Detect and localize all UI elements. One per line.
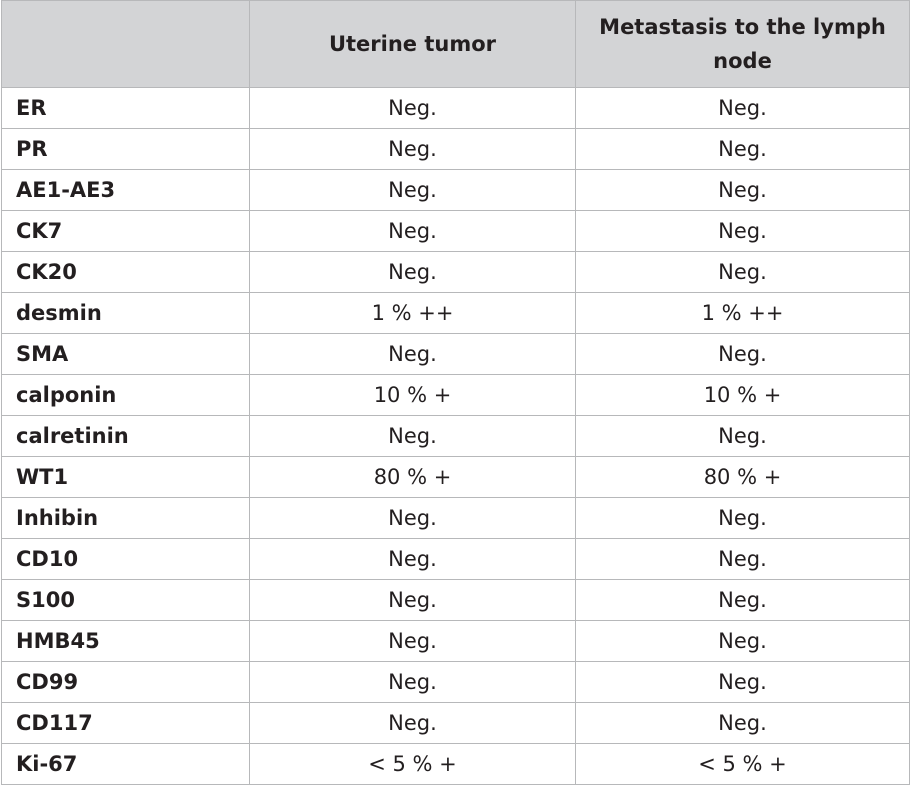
table-row: CK7 Neg. Neg. <box>1 210 910 252</box>
table-body: ER Neg. Neg. PR Neg. Neg. AE1-AE3 Neg. Neg. CK7 Ne… <box>1 87 910 785</box>
table-row: ER Neg. Neg. <box>1 87 910 129</box>
table-row: calponin 10 % +10 % + <box>1 374 910 416</box>
marker-cell: Inhibin <box>1 497 250 539</box>
table-row: CD99 Neg. Neg. <box>1 661 910 703</box>
marker-cell: ER <box>1 87 250 129</box>
uterine-tumor-cell: Neg. <box>249 415 576 457</box>
uterine-tumor-cell: Neg. <box>249 128 576 170</box>
lymph-node-cell: Neg. <box>575 415 910 457</box>
marker-cell: HMB45 <box>1 620 250 662</box>
uterine-tumor-cell: Neg. <box>249 661 576 703</box>
table-row: CD10 Neg. Neg. <box>1 538 910 580</box>
lymph-node-cell: 1 % ++ <box>575 292 910 334</box>
table-row: calretinin Neg. Neg. <box>1 415 910 457</box>
header-lymph-node-metastasis: Metastasis to the lymph node <box>575 0 910 88</box>
uterine-tumor-cell: Neg. <box>249 333 576 375</box>
uterine-tumor-cell: Neg. <box>249 497 576 539</box>
uterine-tumor-cell: 80 % + <box>249 456 576 498</box>
header-row: Uterine tumor Metastasis to the lymph no… <box>1 0 910 88</box>
table-row: desmin 1 % ++ 1 % ++ <box>1 292 910 334</box>
lymph-node-cell: 80 % + <box>575 456 910 498</box>
uterine-tumor-cell: Neg. <box>249 579 576 621</box>
table-row: WT1 80 % +80 % + <box>1 456 910 498</box>
lymph-node-cell: Neg. <box>575 579 910 621</box>
lymph-node-cell: 10 % + <box>575 374 910 416</box>
marker-cell: Ki-67 <box>1 743 250 785</box>
uterine-tumor-cell: Neg. <box>249 251 576 293</box>
header-marker <box>1 0 250 88</box>
marker-cell: SMA <box>1 333 250 375</box>
marker-cell: AE1-AE3 <box>1 169 250 211</box>
marker-cell: CK7 <box>1 210 250 252</box>
lymph-node-cell: Neg. <box>575 128 910 170</box>
lymph-node-cell: < 5 % + <box>575 743 910 785</box>
lymph-node-cell: Neg. <box>575 497 910 539</box>
marker-cell: CD99 <box>1 661 250 703</box>
table-row: S100 Neg. Neg. <box>1 579 910 621</box>
marker-cell: WT1 <box>1 456 250 498</box>
table-row: Ki-67 < 5 % + < 5 % + <box>1 743 910 785</box>
lymph-node-cell: Neg. <box>575 169 910 211</box>
marker-cell: CD117 <box>1 702 250 744</box>
immunohistochemistry-table: Uterine tumor Metastasis to the lymph no… <box>1 0 910 785</box>
table-row: PR Neg. Neg. <box>1 128 910 170</box>
uterine-tumor-cell: Neg. <box>249 87 576 129</box>
marker-cell: CD10 <box>1 538 250 580</box>
lymph-node-cell: Neg. <box>575 251 910 293</box>
lymph-node-cell: Neg. <box>575 702 910 744</box>
table-row: SMA Neg. Neg. <box>1 333 910 375</box>
table-row: CD117 Neg. Neg. <box>1 702 910 744</box>
table-row: AE1-AE3 Neg. Neg. <box>1 169 910 211</box>
table-row: CK20 Neg. Neg. <box>1 251 910 293</box>
uterine-tumor-cell: Neg. <box>249 210 576 252</box>
lymph-node-cell: Neg. <box>575 620 910 662</box>
uterine-tumor-cell: Neg. <box>249 538 576 580</box>
header-uterine-tumor: Uterine tumor <box>249 0 576 88</box>
uterine-tumor-cell: Neg. <box>249 169 576 211</box>
table-row: Inhibin Neg. Neg. <box>1 497 910 539</box>
uterine-tumor-cell: Neg. <box>249 702 576 744</box>
marker-cell: calretinin <box>1 415 250 457</box>
lymph-node-cell: Neg. <box>575 87 910 129</box>
marker-cell: calponin <box>1 374 250 416</box>
uterine-tumor-cell: Neg. <box>249 620 576 662</box>
uterine-tumor-cell: 1 % ++ <box>249 292 576 334</box>
marker-cell: desmin <box>1 292 250 334</box>
uterine-tumor-cell: 10 % + <box>249 374 576 416</box>
lymph-node-cell: Neg. <box>575 210 910 252</box>
lymph-node-cell: Neg. <box>575 661 910 703</box>
lymph-node-cell: Neg. <box>575 333 910 375</box>
uterine-tumor-cell: < 5 % + <box>249 743 576 785</box>
lymph-node-cell: Neg. <box>575 538 910 580</box>
marker-cell: S100 <box>1 579 250 621</box>
marker-cell: PR <box>1 128 250 170</box>
marker-cell: CK20 <box>1 251 250 293</box>
table-row: HMB45 Neg. Neg. <box>1 620 910 662</box>
